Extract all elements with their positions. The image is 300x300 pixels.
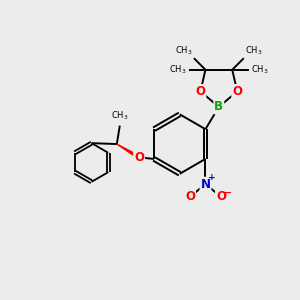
Text: −: − <box>223 188 232 198</box>
Text: CH$_3$: CH$_3$ <box>169 64 187 76</box>
Text: O: O <box>195 85 206 98</box>
Text: CH$_3$: CH$_3$ <box>245 44 263 57</box>
Text: O: O <box>216 190 226 203</box>
Text: CH$_3$: CH$_3$ <box>251 64 268 76</box>
Text: CH$_3$: CH$_3$ <box>111 110 129 122</box>
Text: CH$_3$: CH$_3$ <box>175 44 192 57</box>
Text: +: + <box>208 173 216 182</box>
Text: O: O <box>232 85 242 98</box>
Polygon shape <box>117 144 140 159</box>
Text: B: B <box>214 100 223 113</box>
Text: O: O <box>185 190 195 203</box>
Text: N: N <box>200 178 211 191</box>
Text: O: O <box>134 151 144 164</box>
